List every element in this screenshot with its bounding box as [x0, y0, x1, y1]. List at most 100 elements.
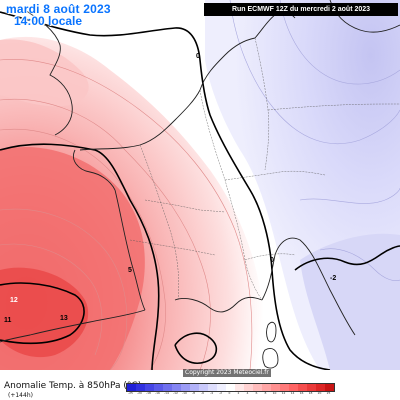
scale-tick-label: -14 — [164, 391, 169, 395]
isotherm-line — [229, 0, 400, 145]
forecast-time: 14:00 locale — [14, 14, 83, 28]
scale-swatch — [289, 384, 298, 391]
contour-label: 13 — [60, 315, 68, 322]
copyright-watermark: Copyright 2023 Meteociel.fr — [183, 369, 271, 377]
scale-tick-label: 0 — [228, 391, 231, 395]
scale-tick-label: -2 — [219, 391, 222, 395]
scale-tick-label: 25 — [326, 391, 331, 395]
border-line — [244, 253, 296, 261]
cool-isotherms — [229, 0, 400, 281]
color-scale — [126, 383, 335, 392]
scale-tick-label: 4 — [246, 391, 249, 395]
scale-swatch — [244, 384, 253, 391]
color-scale-ticks: -25 -20 -18 -16 -14 -12 -10 -8 -6 -4 -2 0 2 4 6 8 10 12 14… — [126, 391, 333, 395]
mediterranean-coast — [174, 296, 263, 313]
scale-tick-label: 18 — [308, 391, 313, 395]
scale-swatch — [136, 384, 145, 391]
scale-swatch — [145, 384, 154, 391]
scale-swatch — [163, 384, 172, 391]
border-line — [144, 199, 226, 213]
scale-tick-label: 12 — [281, 391, 286, 395]
sardinia-outline — [262, 348, 279, 369]
border-line — [224, 171, 326, 181]
contour-label: 0 — [270, 257, 274, 264]
main-contours — [0, 11, 400, 370]
coastlines — [0, 0, 400, 369]
scale-tick-label: -10 — [182, 391, 187, 395]
isotherm-line — [319, 248, 400, 281]
scale-tick-label: -20 — [137, 391, 142, 395]
scale-tick-label: 20 — [317, 391, 322, 395]
scale-swatch — [208, 384, 217, 391]
scale-swatch — [253, 384, 262, 391]
scale-tick-label: -6 — [201, 391, 204, 395]
warm-isotherms — [0, 59, 253, 370]
scale-tick-label: -12 — [173, 391, 178, 395]
temperature-anomaly-map: 12 13 11 5 0 0 -2 — [0, 0, 400, 370]
scale-tick-label: 6 — [255, 391, 258, 395]
border-line — [267, 103, 400, 111]
scale-swatch — [154, 384, 163, 391]
contour-label: 12 — [10, 297, 18, 304]
brittany-coast — [73, 149, 116, 191]
scale-tick-label: 16 — [299, 391, 304, 395]
scale-tick-label: -18 — [146, 391, 151, 395]
scale-swatch — [190, 384, 199, 391]
biscay-coast — [114, 189, 146, 311]
scale-swatch — [280, 384, 289, 391]
scale-swatch — [307, 384, 316, 391]
netherlands-coast — [199, 37, 256, 91]
isotherm-line — [0, 243, 103, 356]
scale-tick-label: -4 — [210, 391, 213, 395]
scale-swatch — [235, 384, 244, 391]
contour-line — [0, 143, 160, 370]
border-line — [199, 89, 263, 301]
contour-label: 5 — [128, 267, 132, 274]
warm-anomaly-core — [0, 267, 89, 358]
contour-line — [174, 332, 218, 364]
contour-line — [294, 245, 400, 271]
scale-swatch — [226, 384, 235, 391]
scale-tick-label: 8 — [264, 391, 267, 395]
contour-label: 11 — [4, 317, 12, 324]
administrative-borders — [129, 37, 400, 301]
scale-tick-label: -8 — [192, 391, 195, 395]
border-line — [139, 144, 179, 301]
legend-title: Anomalie Temp. à 850hPa (°C) — [4, 381, 142, 391]
scale-tick-label: 2 — [237, 391, 240, 395]
scale-swatch — [199, 384, 208, 391]
scale-swatch — [271, 384, 280, 391]
scale-swatch — [316, 384, 325, 391]
contour-label: 0 — [196, 53, 200, 60]
scale-swatch — [298, 384, 307, 391]
model-run-info: Run ECMWF 12Z du mercredi 2 août 2023 — [204, 3, 398, 16]
border-line — [129, 239, 216, 256]
isotherm-line — [299, 187, 400, 204]
spain-north-coast — [0, 309, 146, 343]
isotherm-line — [0, 208, 128, 370]
channel-coast — [79, 89, 201, 151]
uk-coastline — [24, 9, 73, 136]
contour-line — [0, 282, 85, 345]
isotherm-line — [0, 128, 166, 370]
scale-swatch — [325, 384, 334, 391]
isotherm-line — [0, 98, 211, 370]
scale-tick-label: -16 — [155, 391, 160, 395]
corsica-outline — [266, 321, 277, 343]
scale-tick-label: 10 — [272, 391, 277, 395]
isotherm-line — [0, 59, 253, 370]
isotherm-line — [279, 0, 400, 85]
scale-swatch — [217, 384, 226, 391]
scale-swatch — [172, 384, 181, 391]
scale-swatch — [181, 384, 190, 391]
italy-coast — [261, 237, 356, 336]
scale-tick-label: -25 — [128, 391, 133, 395]
scale-tick-label: 14 — [290, 391, 295, 395]
scale-swatch — [127, 384, 136, 391]
contour-line — [0, 11, 331, 370]
cool-anomaly-south-east — [300, 233, 400, 370]
forecast-date: mardi 8 août 2023 — [6, 2, 111, 16]
border-line — [254, 37, 269, 171]
scale-swatch — [262, 384, 271, 391]
contour-label: -2 — [330, 275, 336, 282]
